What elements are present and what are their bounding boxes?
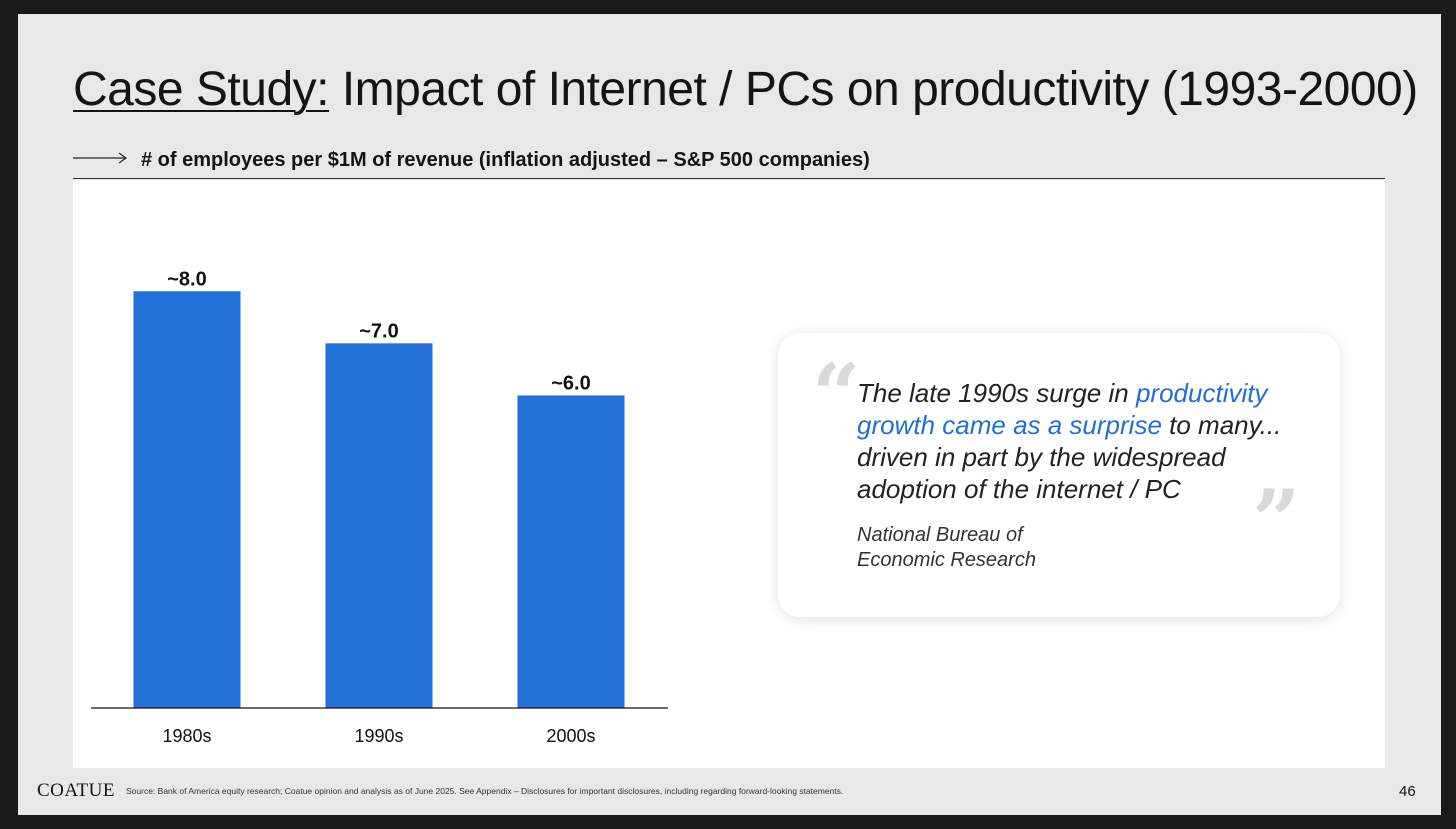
page-title: Case Study: Impact of Internet / PCs on …	[73, 62, 1418, 117]
attribution-line-2: Economic Research	[857, 549, 1036, 571]
slide: Case Study: Impact of Internet / PCs on …	[18, 14, 1441, 815]
title-main: Impact of Internet / PCs on productivity…	[341, 63, 1418, 116]
quote-text: The late 1990s surge in productivity gro…	[857, 377, 1307, 505]
data-label-1980s: ~8.0	[167, 268, 206, 290]
quote-text-before: The late 1990s surge in	[857, 378, 1136, 408]
x-tick-label-1990s: 1990s	[354, 726, 403, 746]
x-tick-label-1980s: 1980s	[162, 726, 211, 746]
x-tick-label-2000s: 2000s	[546, 726, 595, 746]
company-logo: COATUE	[37, 780, 115, 801]
quote-highlight: productivity growth came as a surprise	[857, 378, 1268, 440]
quote-card: “ The late 1990s surge in productivity g…	[778, 333, 1340, 617]
close-quote-icon: ”	[1252, 471, 1301, 570]
open-quote-icon: “	[812, 345, 861, 444]
title-prefix: Case Study:	[73, 63, 329, 116]
page-number: 46	[1399, 783, 1416, 800]
data-label-2000s: ~6.0	[551, 372, 590, 394]
quote-attribution: National Bureau of Economic Research	[857, 523, 1117, 573]
bar-chart: ~8.0 1980s ~7.0 1990s ~6.0 2000s	[91, 268, 668, 746]
source-note: Source: Bank of America equity research;…	[126, 786, 844, 796]
attribution-line-1: National Bureau of	[857, 524, 1023, 546]
quote-text-after: to many... driven in part by the widespr…	[857, 410, 1282, 504]
bar-1990s	[325, 343, 433, 708]
content-panel: ~8.0 1980s ~7.0 1990s ~6.0 2000s “ The late 1…	[73, 180, 1385, 768]
bar-2000s	[517, 395, 625, 708]
bar-1980s	[133, 291, 241, 708]
chart-subtitle: # of employees per $1M of revenue (infla…	[141, 149, 870, 171]
subtitle-row: # of employees per $1M of revenue (infla…	[73, 148, 1385, 179]
arrow-right-icon	[73, 152, 128, 164]
data-label-1990s: ~7.0	[359, 320, 398, 342]
